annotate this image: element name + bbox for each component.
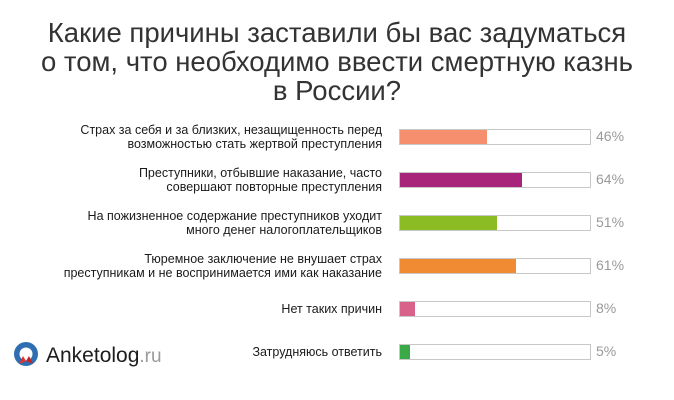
- category-label: Тюремное заключение не внушает страх прес…: [2, 249, 382, 283]
- chart-title: Какие причины заставили бы вас задуматьс…: [0, 18, 674, 105]
- bar-row: Страх за себя и за близких, незащищеннос…: [0, 120, 674, 154]
- value-label: 46%: [596, 128, 625, 144]
- bar-track: [399, 215, 591, 231]
- value-label: 51%: [596, 214, 625, 230]
- category-label-line: Страх за себя и за близких, незащищеннос…: [80, 123, 382, 137]
- category-label-line: Тюремное заключение не внушает страх: [144, 252, 382, 266]
- anketolog-logo-icon: [14, 342, 38, 366]
- bar: [400, 259, 516, 273]
- bar-track: [399, 129, 591, 145]
- category-label: Нет таких причин: [2, 292, 382, 326]
- category-label-line: много денег налогоплательщиков: [186, 223, 382, 237]
- bar-row: Преступники, отбывшие наказание, часто со…: [0, 163, 674, 197]
- bar-row: На пожизненное содержание преступников у…: [0, 206, 674, 240]
- value-label: 5%: [596, 343, 617, 359]
- category-label-line: преступникам и не воспринимается ими как…: [63, 266, 382, 280]
- bar: [400, 345, 410, 359]
- category-label-line: совершают повторные преступления: [166, 180, 382, 194]
- logo-text: Anketolog.ru: [46, 344, 162, 368]
- value-label: 64%: [596, 171, 625, 187]
- bar-row: Тюремное заключение не внушает страх прес…: [0, 249, 674, 283]
- bar-track: [399, 258, 591, 274]
- bar: [400, 130, 488, 144]
- bar-row: Затрудняюсь ответить 5%: [0, 335, 674, 369]
- category-label-line: Затрудняюсь ответить: [252, 345, 382, 359]
- category-label-line: Нет таких причин: [281, 302, 382, 316]
- bar-row: Нет таких причин 8%: [0, 292, 674, 326]
- bar-track: [399, 344, 591, 360]
- bar-track: [399, 301, 591, 317]
- bar: [400, 216, 497, 230]
- category-label-line: Преступники, отбывшие наказание, часто: [138, 166, 382, 180]
- category-label: Страх за себя и за близких, незащищеннос…: [2, 120, 382, 154]
- category-label: На пожизненное содержание преступников у…: [2, 206, 382, 240]
- value-label: 61%: [596, 257, 625, 273]
- category-label: Затрудняюсь ответить: [2, 335, 382, 369]
- chart-title-line: Какие причины заставили бы вас задуматьс…: [47, 17, 627, 48]
- category-label: Преступники, отбывшие наказание, часто со…: [2, 163, 382, 197]
- anketolog-logo: Anketolog.ru: [10, 340, 162, 372]
- logo-brand: Anketolog: [46, 344, 140, 367]
- category-label-line: На пожизненное содержание преступников у…: [87, 209, 382, 223]
- logo-tld: .ru: [139, 346, 162, 367]
- bar-track: [399, 172, 591, 188]
- bar: [400, 302, 416, 316]
- chart-title-line: о том, что необходимо ввести смертную ка…: [41, 46, 633, 77]
- category-label-line: возможностью стать жертвой преступления: [127, 137, 382, 151]
- chart-title-line: в России?: [272, 75, 402, 106]
- bar: [400, 173, 522, 187]
- value-label: 8%: [596, 300, 617, 316]
